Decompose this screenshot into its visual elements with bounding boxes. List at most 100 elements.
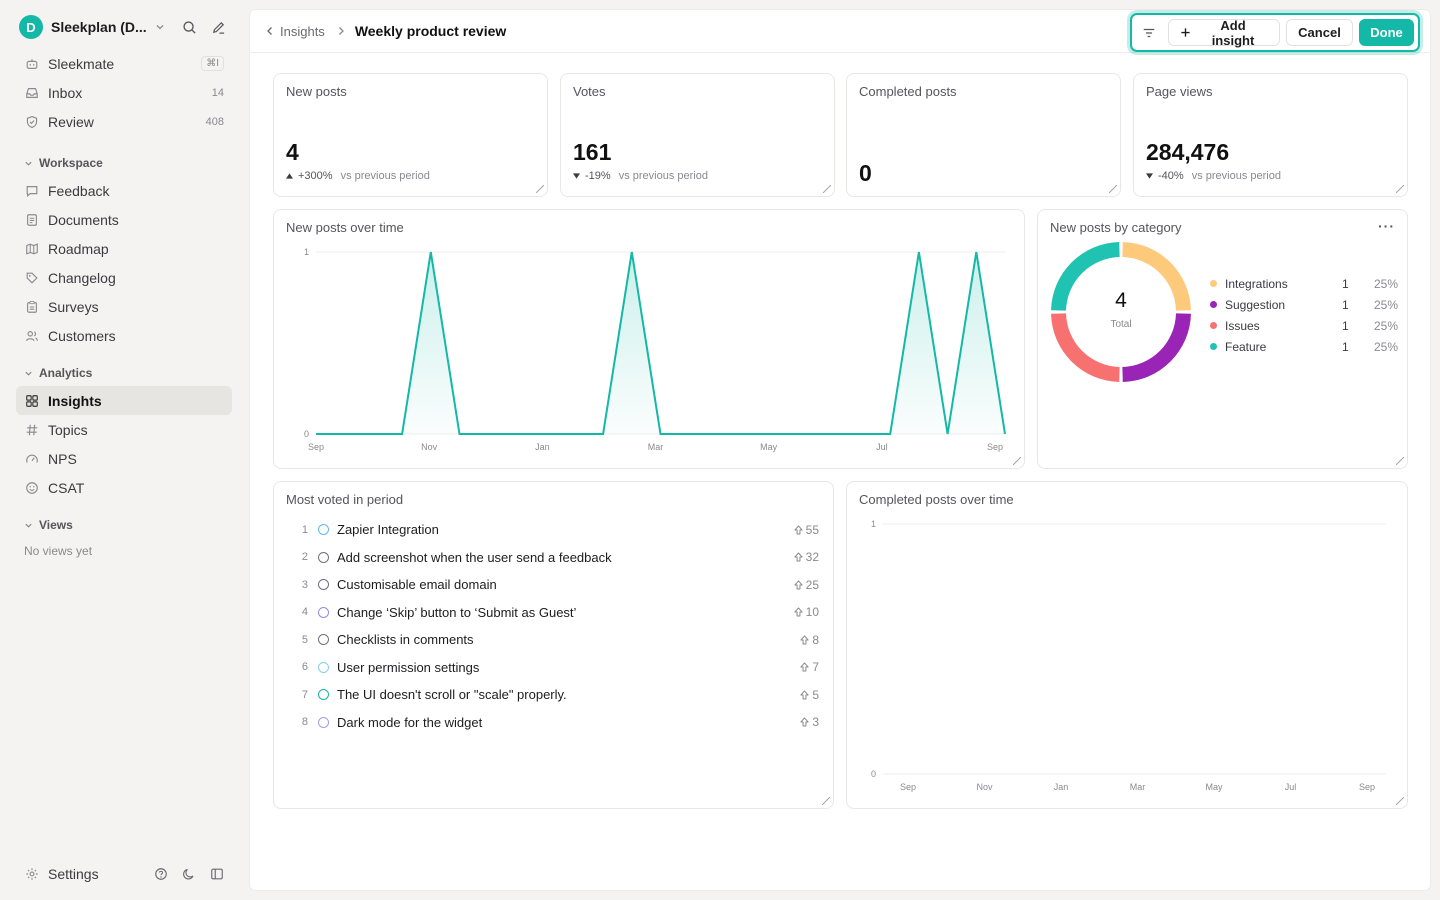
search-icon[interactable] <box>182 20 197 35</box>
sidebar: D Sleekplan (D... Sleekmate ⌘I Inbox <box>0 0 248 900</box>
moon-icon[interactable] <box>182 867 196 881</box>
vote-count: 5 <box>800 688 819 702</box>
done-button[interactable]: Done <box>1359 19 1414 46</box>
list-item[interactable]: 2 Add screenshot when the user send a fee… <box>288 544 819 572</box>
resize-handle[interactable] <box>1396 797 1404 805</box>
chart-title: New posts by category <box>1050 220 1182 235</box>
metric-card-page-views[interactable]: Page views 284,476 -40% vs previous peri… <box>1133 73 1408 197</box>
list-card-most-voted[interactable]: Most voted in period 1 Zapier Integration… <box>273 481 834 809</box>
legend-item-feature[interactable]: Feature 1 25% <box>1210 336 1398 357</box>
workspace-avatar[interactable]: D <box>19 15 43 39</box>
list-item[interactable]: 7 The UI doesn't scroll or "scale" proper… <box>288 681 819 709</box>
section-workspace[interactable]: Workspace <box>16 150 232 176</box>
workspace-name[interactable]: Sleekplan (D... <box>51 19 147 35</box>
status-circle-icon <box>318 661 329 673</box>
nav-label: Topics <box>48 421 88 438</box>
chart-card-completed-posts-over-time[interactable]: Completed posts over time 1 0 Sep Nov Jan Mar… <box>846 481 1408 809</box>
nav-item-inbox[interactable]: Inbox 14 <box>16 78 232 107</box>
workspace-header[interactable]: D Sleekplan (D... <box>16 12 232 42</box>
cancel-button[interactable]: Cancel <box>1286 19 1353 46</box>
resize-handle[interactable] <box>1109 185 1117 193</box>
nav-item-documents[interactable]: Documents <box>16 205 232 234</box>
section-title: Views <box>39 518 73 532</box>
nav-item-feedback[interactable]: Feedback <box>16 176 232 205</box>
x-tick-label: Mar <box>648 442 664 452</box>
vote-count-value: 8 <box>812 632 819 647</box>
legend-item-integrations[interactable]: Integrations 1 25% <box>1210 273 1398 294</box>
status-circle-icon <box>318 634 329 646</box>
donut-slice-suggestion[interactable] <box>1122 313 1191 382</box>
breadcrumb: Insights Weekly product review <box>266 23 506 39</box>
filter-button[interactable] <box>1136 20 1162 46</box>
rank-number: 2 <box>301 551 308 564</box>
chevron-down-icon[interactable] <box>155 22 165 32</box>
chart-card-new-posts-over-time[interactable]: New posts over time 1 0 Sep Nov Jan Mar May Jul… <box>273 209 1025 469</box>
section-analytics[interactable]: Analytics <box>16 360 232 386</box>
nav-item-customers[interactable]: Customers <box>16 321 232 350</box>
list-item[interactable]: 4 Change ‘Skip’ button to ‘Submit as Gues… <box>288 599 819 627</box>
resize-handle[interactable] <box>1013 457 1021 465</box>
x-tick-label: Sep <box>1359 782 1375 792</box>
resize-handle[interactable] <box>822 797 830 805</box>
section-title: Analytics <box>39 366 93 380</box>
nav-item-roadmap[interactable]: Roadmap <box>16 234 232 263</box>
settings-link[interactable]: Settings <box>48 866 99 882</box>
metric-delta-value: +300% <box>298 170 333 182</box>
resize-handle[interactable] <box>1396 185 1404 193</box>
chevron-down-icon <box>24 521 33 530</box>
nav-item-review[interactable]: Review 408 <box>16 107 232 136</box>
list-item[interactable]: 8 Dark mode for the widget 3 <box>288 709 819 737</box>
hash-icon <box>24 423 40 437</box>
add-insight-button[interactable]: Add insight <box>1168 18 1280 48</box>
legend-item-suggestion[interactable]: Suggestion 1 25% <box>1210 294 1398 315</box>
sidebar-toggle-icon[interactable] <box>210 867 224 881</box>
nav-item-topics[interactable]: Topics <box>16 415 232 444</box>
donut-slice-feature[interactable] <box>1051 242 1120 311</box>
metric-title: Votes <box>573 84 606 99</box>
filter-icon <box>1142 26 1156 40</box>
metric-value: 161 <box>573 139 612 165</box>
metric-card-completed-posts[interactable]: Completed posts 0 <box>846 73 1121 197</box>
resize-handle[interactable] <box>1396 457 1404 465</box>
nav-label: Inbox <box>48 84 83 101</box>
clipboard-icon <box>24 300 40 314</box>
list-title: Most voted in period <box>286 492 404 507</box>
list-item[interactable]: 5 Checklists in comments 8 <box>288 626 819 654</box>
metric-card-votes[interactable]: Votes 161 -19% vs previous period <box>560 73 835 197</box>
list-item[interactable]: 1 Zapier Integration 55 <box>288 516 819 544</box>
legend-item-issues[interactable]: Issues 1 25% <box>1210 315 1398 336</box>
status-circle-icon <box>318 579 329 591</box>
nav-item-insights[interactable]: Insights <box>16 386 232 415</box>
breadcrumb-parent[interactable]: Insights <box>266 24 325 39</box>
donut-slice-issues[interactable] <box>1051 313 1120 382</box>
completed-posts-line-chart: 1 0 Sep Nov Jan Mar May Jul Sep <box>871 519 1386 792</box>
resize-handle[interactable] <box>536 185 544 193</box>
section-views[interactable]: Views <box>16 512 232 538</box>
chevron-left-icon <box>266 26 274 36</box>
nav-item-nps[interactable]: NPS <box>16 444 232 473</box>
list-item[interactable]: 6 User permission settings 7 <box>288 654 819 682</box>
list-item[interactable]: 3 Customisable email domain 25 <box>288 571 819 599</box>
compose-icon[interactable] <box>211 20 226 35</box>
help-icon[interactable] <box>154 867 168 881</box>
legend-percent: 25% <box>1373 297 1398 312</box>
metric-card-new-posts[interactable]: New posts 4 +300% vs previous period <box>273 73 548 197</box>
gear-icon[interactable] <box>24 867 40 881</box>
views-empty-note: No views yet <box>24 544 93 558</box>
metric-value: 4 <box>286 139 299 165</box>
page-title: Weekly product review <box>354 23 507 39</box>
nav-item-csat[interactable]: CSAT <box>16 473 232 502</box>
upvote-arrow-icon <box>800 717 809 727</box>
legend-swatch <box>1210 343 1217 350</box>
donut-center: 4 Total <box>1050 241 1192 383</box>
nav-item-sleekmate[interactable]: Sleekmate ⌘I <box>16 49 232 78</box>
resize-handle[interactable] <box>823 185 831 193</box>
chart-card-new-posts-by-category[interactable]: New posts by category ··· 4 Total Integr… <box>1037 209 1408 469</box>
x-tick-label: Sep <box>308 442 324 452</box>
more-menu-icon[interactable]: ··· <box>1378 218 1395 234</box>
vote-count: 32 <box>794 550 819 564</box>
donut-slice-integrations[interactable] <box>1122 242 1191 311</box>
chart-title: New posts over time <box>286 220 404 235</box>
nav-item-surveys[interactable]: Surveys <box>16 292 232 321</box>
nav-item-changelog[interactable]: Changelog <box>16 263 232 292</box>
